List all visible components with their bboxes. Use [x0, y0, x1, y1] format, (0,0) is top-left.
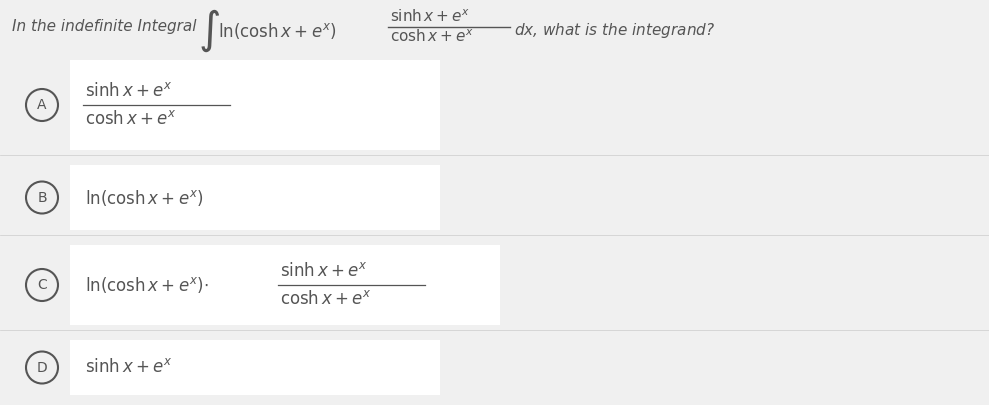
- Text: $\sinh x + e^x$: $\sinh x + e^x$: [85, 358, 172, 377]
- Text: $\cosh x + e^x$: $\cosh x + e^x$: [280, 290, 372, 308]
- Text: A: A: [38, 98, 46, 112]
- Text: $\mathrm{ln}(\cosh x + e^x)$: $\mathrm{ln}(\cosh x + e^x)$: [218, 21, 336, 41]
- Text: $\sinh x + e^x$: $\sinh x + e^x$: [280, 262, 367, 280]
- FancyBboxPatch shape: [70, 60, 440, 150]
- Text: $\mathrm{ln}(\cosh x + e^x){\cdot}$: $\mathrm{ln}(\cosh x + e^x){\cdot}$: [85, 275, 209, 295]
- FancyBboxPatch shape: [8, 160, 981, 235]
- FancyBboxPatch shape: [70, 340, 440, 395]
- Text: B: B: [38, 190, 46, 205]
- Text: $\int$: $\int$: [198, 8, 220, 54]
- Text: C: C: [38, 278, 46, 292]
- Text: $\mathrm{ln}(\cosh x + e^x)$: $\mathrm{ln}(\cosh x + e^x)$: [85, 188, 204, 207]
- Text: $\sinh x + e^x$: $\sinh x + e^x$: [85, 82, 172, 100]
- FancyBboxPatch shape: [8, 335, 981, 400]
- FancyBboxPatch shape: [70, 165, 440, 230]
- FancyBboxPatch shape: [8, 55, 981, 155]
- Text: $dx$, what is the integrand?: $dx$, what is the integrand?: [514, 21, 715, 40]
- Text: D: D: [37, 360, 47, 375]
- Text: In the indefinite Integral: In the indefinite Integral: [12, 19, 197, 34]
- FancyBboxPatch shape: [8, 240, 981, 330]
- FancyBboxPatch shape: [70, 245, 500, 325]
- Text: $\cosh x + e^x$: $\cosh x + e^x$: [390, 29, 474, 45]
- Text: $\sinh x + e^x$: $\sinh x + e^x$: [390, 9, 470, 25]
- Text: $\cosh x + e^x$: $\cosh x + e^x$: [85, 110, 176, 128]
